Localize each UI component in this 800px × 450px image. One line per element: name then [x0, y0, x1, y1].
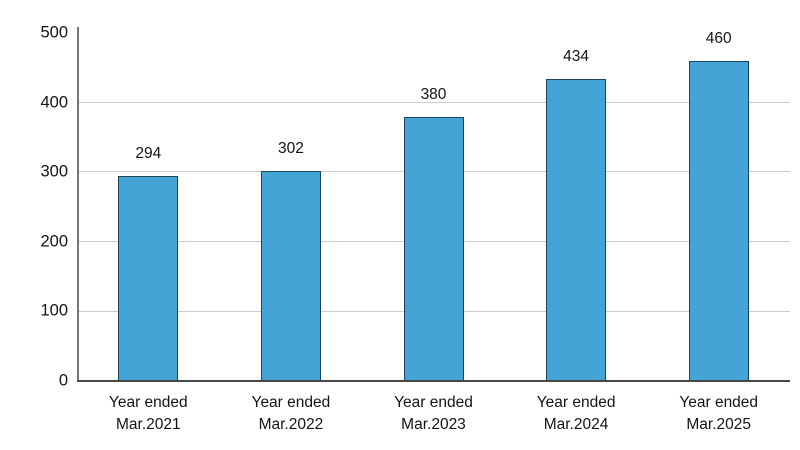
x-tick-label: Year ended Mar.2022: [252, 392, 331, 436]
gridline: [77, 101, 790, 103]
y-tick-label: 200: [40, 232, 68, 251]
y-tick-label: 400: [40, 93, 68, 112]
x-tick-label-line1: Year ended: [251, 394, 331, 411]
x-tick-label-line2: Mar.2023: [401, 416, 466, 433]
x-tick-label: Year ended Mar.2024: [537, 392, 616, 436]
bar-value-label: 434: [563, 47, 590, 65]
x-axis-line: [77, 380, 790, 382]
x-tick-label-line1: Year ended: [394, 394, 473, 411]
bar: [403, 116, 464, 381]
x-tick-label-line2: Mar.2024: [543, 416, 609, 433]
bar-value-label: 302: [277, 139, 304, 157]
x-tick-label: Year ended Mar.2023: [394, 392, 473, 436]
bar-value-label: 380: [420, 85, 447, 103]
bar: [546, 78, 607, 381]
y-axis-line: [77, 27, 79, 381]
bar-value-label: 294: [135, 145, 162, 163]
y-tick-label: 300: [40, 162, 68, 181]
x-tick-label-line2: Mar.2025: [686, 416, 752, 433]
x-tick-label-line1: Year ended: [536, 394, 616, 411]
y-tick-label: 500: [40, 23, 68, 42]
y-tick-label: 0: [58, 371, 68, 390]
x-tick-label: Year ended Mar.2021: [109, 392, 188, 436]
bar: [118, 176, 179, 381]
x-tick-label-line1: Year ended: [108, 394, 188, 411]
y-tick-label: 100: [40, 301, 68, 320]
x-tick-label-line2: Mar.2021: [115, 416, 181, 433]
x-tick-label-line2: Mar.2022: [258, 416, 324, 433]
x-tick-label: Year ended Mar.2025: [679, 392, 758, 436]
bar: [260, 170, 321, 381]
bar: [688, 60, 749, 381]
bar-value-label: 460: [705, 29, 732, 47]
x-tick-label-line1: Year ended: [679, 394, 759, 411]
